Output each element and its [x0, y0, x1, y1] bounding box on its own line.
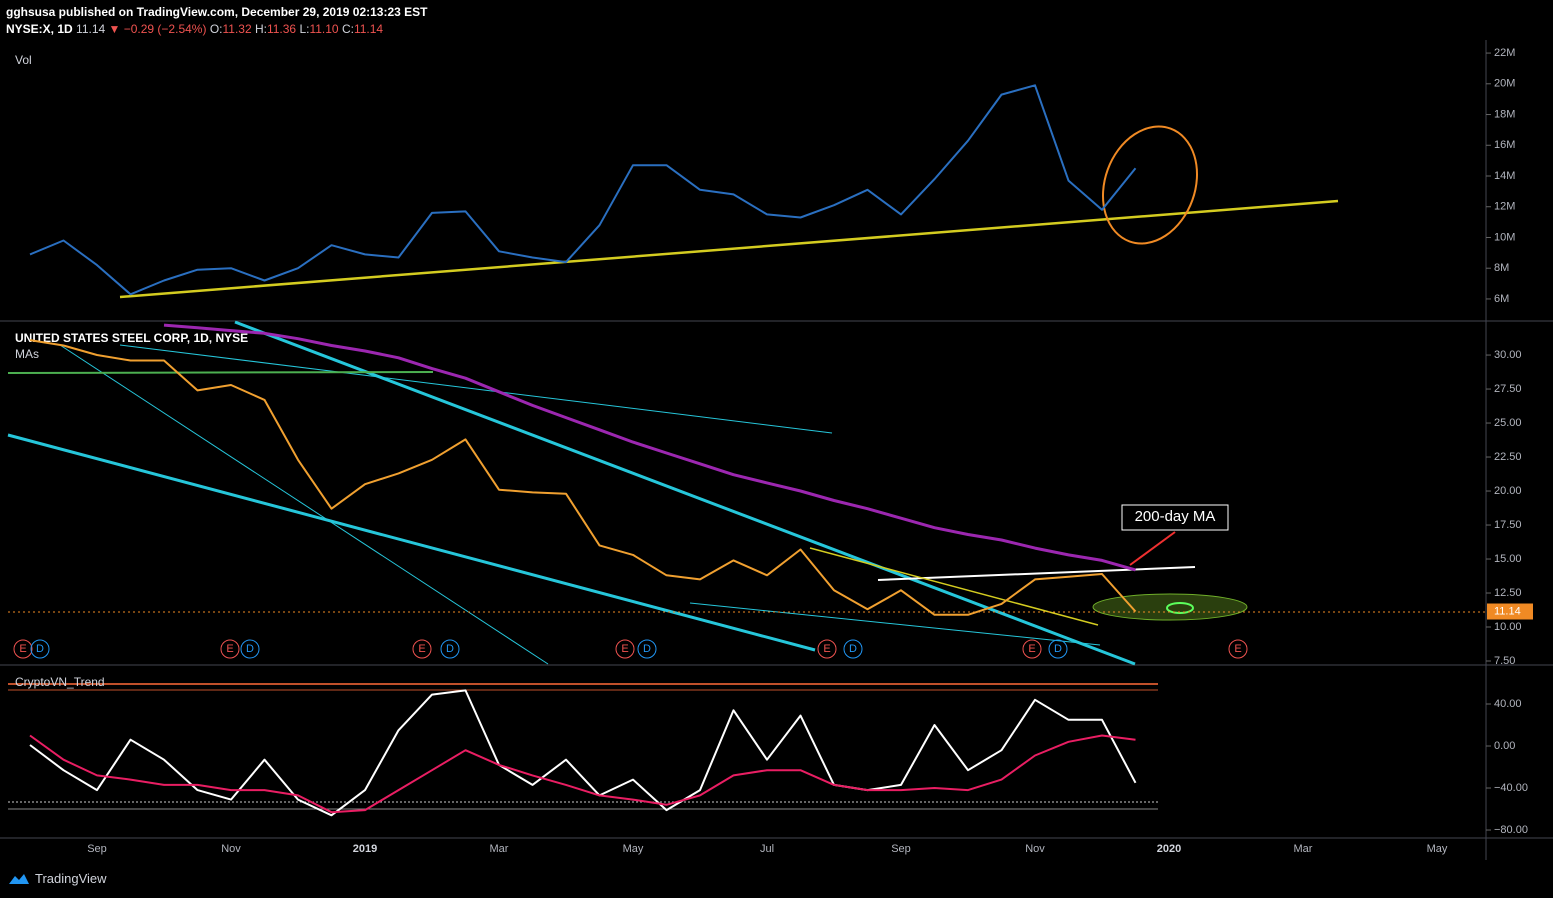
y-tick-label: 8M	[1494, 262, 1509, 274]
series-line	[29, 339, 1137, 616]
drawings	[7, 125, 1486, 810]
event-label: E	[621, 643, 628, 655]
y-tick-label: −40.00	[1494, 782, 1528, 794]
event-label: D	[446, 643, 454, 655]
last-price-tag	[1487, 603, 1533, 620]
y-tick-label: 20M	[1494, 78, 1515, 90]
event-label: E	[823, 643, 830, 655]
x-tick-label: Mar	[490, 843, 509, 855]
x-tick-label: Mar	[1294, 843, 1313, 855]
event-label: D	[1054, 643, 1062, 655]
y-tick-label: 40.00	[1494, 698, 1522, 710]
open-label: O:	[209, 22, 223, 36]
panel-subtitle: MAs	[15, 347, 39, 361]
series-line	[29, 689, 1137, 817]
low-label: L:	[299, 22, 310, 36]
y-tick-label: 6M	[1494, 293, 1509, 305]
panel-title: CryptoVN_Trend	[15, 675, 105, 689]
y-tick-label: 7.50	[1494, 655, 1515, 667]
event-label: E	[1234, 643, 1241, 655]
y-tick-label: 27.50	[1494, 383, 1522, 395]
y-tick-label: 12.50	[1494, 587, 1522, 599]
event-label: D	[849, 643, 857, 655]
brand: TradingView	[35, 871, 107, 886]
high: 11.36	[266, 22, 297, 36]
close: 11.14	[353, 22, 384, 36]
event-marker	[1228, 639, 1248, 659]
event-marker	[615, 639, 635, 659]
y-tick-label: 10.00	[1494, 621, 1522, 633]
event-label: E	[226, 643, 233, 655]
series-line	[29, 734, 1136, 814]
x-tick-label: May	[1427, 843, 1448, 855]
series-line	[29, 84, 1137, 296]
quote-line: NYSE:X, 1D 11.14 ▼ −0.29 (−2.54%) O:11.3…	[6, 21, 427, 38]
open: 11.32	[222, 22, 252, 36]
x-tick-label: 2019	[353, 843, 377, 855]
event-label: E	[1028, 643, 1035, 655]
last-price-label: 11.14	[1494, 605, 1521, 617]
change-text: −0.29 (−2.54%)	[123, 22, 207, 36]
event-marker	[637, 639, 657, 659]
frame	[0, 40, 1553, 860]
event-marker	[817, 639, 837, 659]
event-marker	[13, 639, 33, 659]
y-tick-label: 15.00	[1494, 553, 1522, 565]
symbol: NYSE:X, 1D	[6, 22, 73, 36]
event-marker	[440, 639, 460, 659]
x-tick-label: Nov	[221, 843, 241, 855]
publisher-text: gghsusa published on TradingView.com, De…	[6, 5, 428, 19]
x-tick-label: Sep	[87, 843, 107, 855]
y-tick-label: 22.50	[1494, 451, 1522, 463]
low: 11.10	[309, 22, 339, 36]
y-tick-label: 16M	[1494, 139, 1515, 151]
y-tick-label: 20.00	[1494, 485, 1522, 497]
event-label: E	[418, 643, 425, 655]
event-marker	[843, 639, 863, 659]
event-label: D	[246, 643, 254, 655]
high-label: H:	[254, 22, 267, 36]
series-line	[163, 323, 1136, 572]
event-marker	[220, 639, 240, 659]
event-label: D	[643, 643, 651, 655]
y-tick-label: −80.00	[1494, 824, 1528, 836]
event-marker	[1048, 639, 1068, 659]
x-tick-label: Sep	[891, 843, 911, 855]
event-marker	[30, 639, 50, 659]
panel-title: UNITED STATES STEEL CORP, 1D, NYSE	[15, 331, 248, 345]
event-marker	[412, 639, 432, 659]
y-tick-label: 17.50	[1494, 519, 1522, 531]
x-tick-label: May	[623, 843, 644, 855]
last-price: 11.14	[76, 22, 106, 36]
y-tick-label: 14M	[1494, 170, 1515, 182]
event-label: E	[19, 643, 26, 655]
x-tick-label: Nov	[1025, 843, 1045, 855]
y-tick-label: 12M	[1494, 201, 1515, 213]
y-tick-label: 25.00	[1494, 417, 1522, 429]
y-tick-label: 18M	[1494, 108, 1515, 120]
x-tick-label: Jul	[760, 843, 774, 855]
change: ▼ −0.29 (−2.54%)	[108, 22, 207, 36]
y-tick-label: 10M	[1494, 231, 1515, 243]
annotation: 200-day MA	[1135, 508, 1216, 525]
y-tick-label: 0.00	[1494, 740, 1515, 752]
footer: TradingView	[8, 871, 107, 886]
y-tick-label: 22M	[1494, 47, 1515, 59]
panel-title: Vol	[15, 53, 32, 67]
event-label: D	[36, 643, 44, 655]
x-tick-label: 2020	[1157, 843, 1181, 855]
event-marker	[240, 639, 260, 659]
logo	[9, 873, 29, 884]
y-tick-label: 30.00	[1494, 349, 1522, 361]
close-label: C:	[341, 22, 354, 36]
header: gghsusa published on TradingView.com, De…	[6, 4, 427, 38]
publisher: gghsusa published on TradingView.com, De…	[6, 4, 427, 21]
event-marker	[1022, 639, 1042, 659]
